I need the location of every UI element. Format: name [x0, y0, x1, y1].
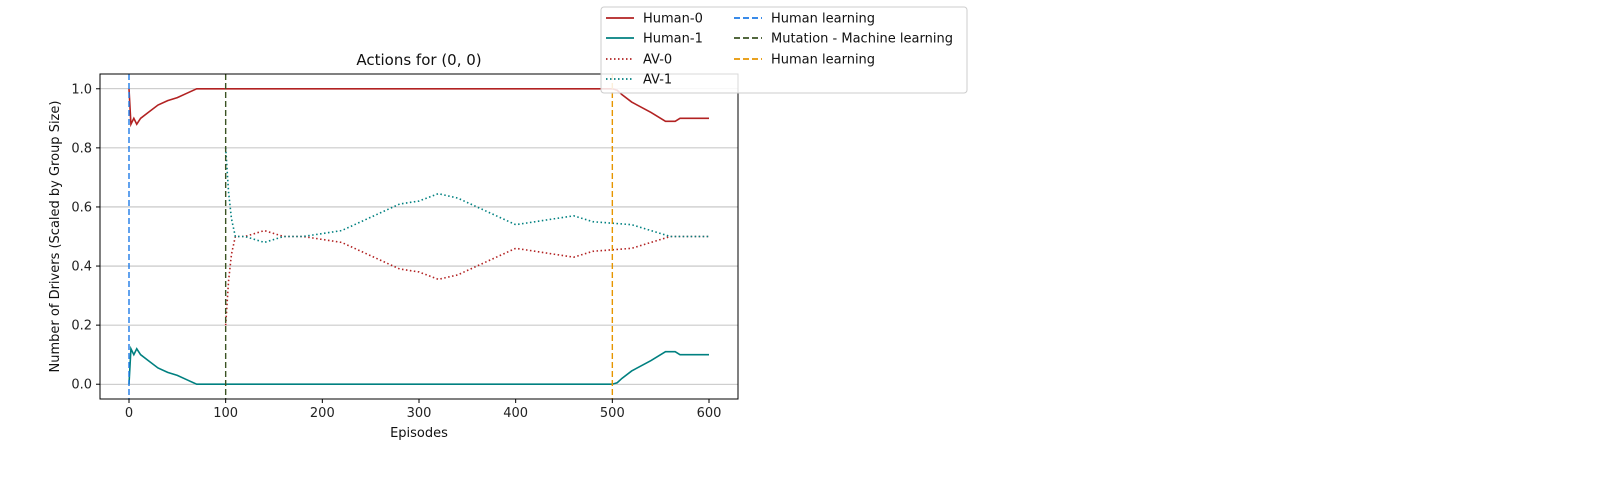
y-tick-label: 1.0 — [71, 82, 92, 97]
plot-area: 0 100 200 300 400 500 600 0.0 0.2 0.4 0.6 0.8 1.0 — [71, 73, 739, 421]
x-tick-label: 400 — [503, 406, 528, 421]
series-line-human-1 — [128, 345, 709, 386]
legend-label: Human-0 — [643, 12, 703, 27]
y-tick-label: 0.8 — [71, 141, 92, 156]
x-tick-label: 0 — [125, 406, 133, 421]
y-tick-label: 0.2 — [71, 319, 92, 334]
legend-label: Mutation - Machine learning — [771, 32, 953, 47]
series-line-human-0 — [128, 87, 709, 128]
series-line-av-0 — [224, 229, 709, 326]
legend-label: AV-0 — [643, 53, 672, 68]
x-tick-label: 100 — [213, 406, 238, 421]
legend: Human-0 Human-1 AV-0 AV-1 Human learning Muta… — [600, 6, 968, 94]
plot-frame — [99, 73, 739, 400]
legend-label: Human-1 — [643, 32, 703, 47]
x-axis-title: Episodes — [390, 426, 448, 441]
x-tick-label: 200 — [310, 406, 335, 421]
legend-label: Human learning — [771, 53, 875, 68]
chart-title: Actions for (0, 0) — [356, 51, 481, 69]
y-tick-label: 0.6 — [71, 200, 92, 215]
y-axis-title: Number of Drivers (Scaled by Group Size) — [48, 101, 63, 373]
x-tick-label: 600 — [697, 406, 722, 421]
y-tick-label: 0.4 — [71, 260, 92, 275]
legend-label: Human learning — [771, 12, 875, 27]
x-tick-label: 300 — [407, 406, 432, 421]
legend-label: AV-1 — [643, 73, 672, 88]
y-tick-label: 0.0 — [71, 378, 92, 393]
legend-box — [600, 6, 968, 94]
x-tick-label: 500 — [600, 406, 625, 421]
series-line-av-1 — [224, 147, 709, 244]
